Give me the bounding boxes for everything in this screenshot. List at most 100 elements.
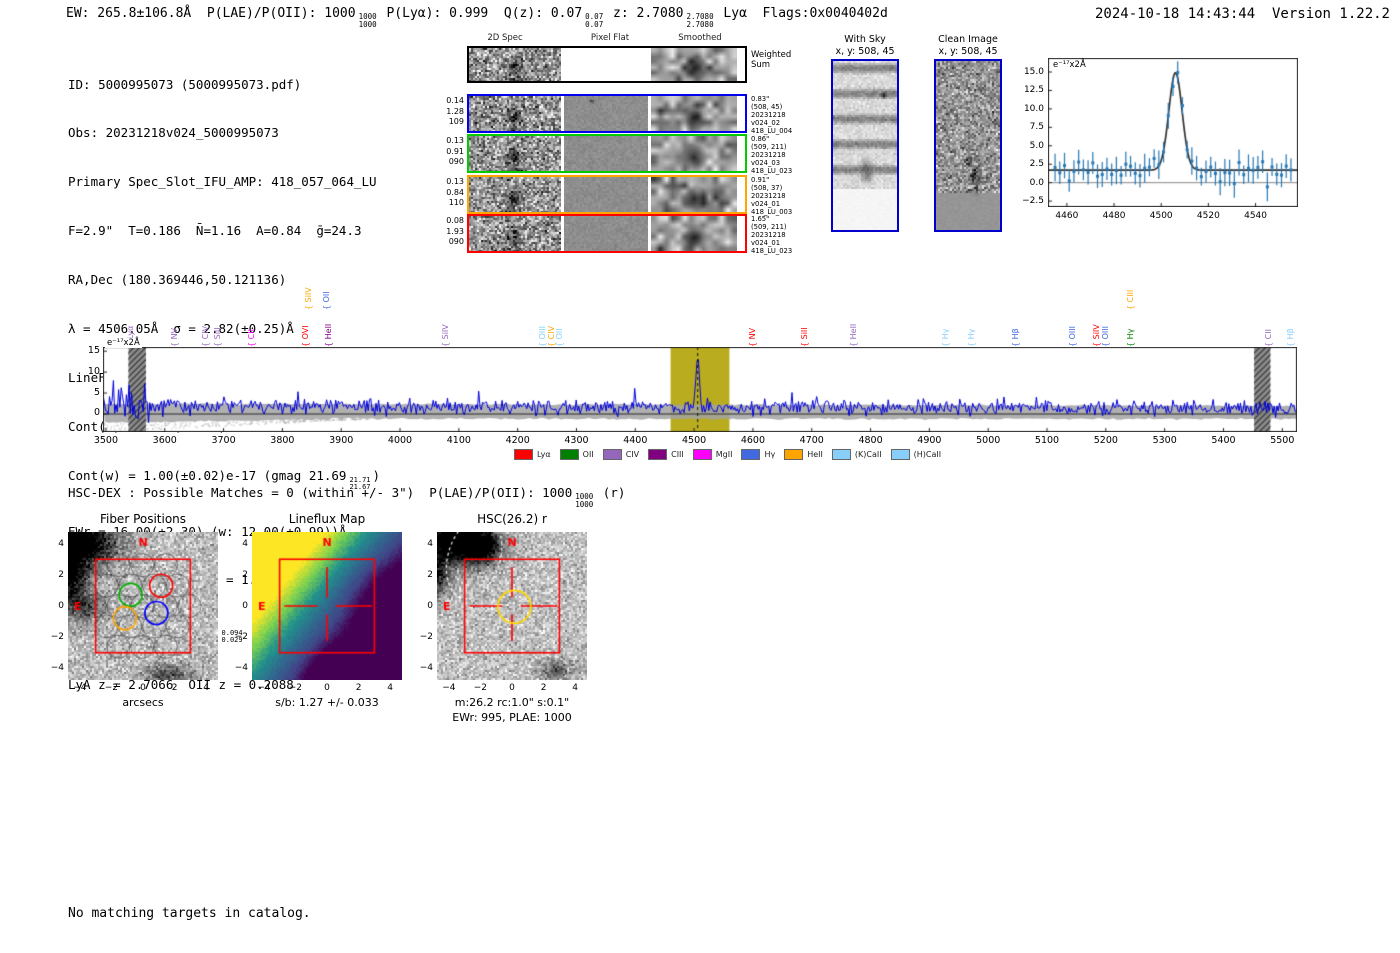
x-tick-label: 3700 [211,435,236,446]
legend-item: Hγ [741,449,775,460]
spectral-line-label: { HeII [324,323,334,347]
report-summary-header: EW: 265.8±106.8Å P(LAE)/P(OII): 1000 1000… [66,6,888,28]
continuum-w: Cont(w) = 1.00(±0.02)e-17 (gmag 21.69 21.… [68,467,381,491]
y-tick-label: −4 [419,663,433,674]
legend-label: Lyα [536,450,551,459]
cutout-pixelflat-canvas [564,177,648,212]
clean-image-title: Clean Image [938,34,998,45]
spec-line-labels: { Lyα{ NV{ CIV{ SiII{ CII{ OVI{ SiIV{ OI… [103,265,1297,347]
y-tick-label: 0 [427,601,433,611]
x-tick-label: 4500 [682,435,707,446]
spectral-line-label: { SiIV [1092,324,1102,347]
cutout-pixelflat-canvas [564,48,648,81]
spectral-line-label: { HeII [849,323,859,347]
seeing-stats: F=2.9" T=0.186 N̄=1.16 A=0.84 ḡ=24.3 [68,223,362,239]
x-tick-label: 4 [387,683,394,693]
spectral-line-label: { OIII [537,325,547,347]
y-tick-label: 15 [87,344,100,356]
lineflux-map-xlabel: s/b: 1.27 +/- 0.033 [275,696,379,709]
plya-qz-values: P(Lyα): 0.999 Q(z): 0.07 [378,6,583,21]
cutout-smoothed-canvas [651,136,737,171]
x-tick-label: 5400 [1211,435,1236,446]
y-tick-label: 5.0 [1029,140,1044,151]
with-sky-panel: With Sky x, y: 508, 45 [820,34,910,232]
legend-label: (H)CaII [913,450,942,459]
y-tick-label: 2 [242,569,248,580]
y-tick-label: −2 [234,632,248,643]
y-tick-label: −2 [419,632,433,643]
y-tick-label: 12.5 [1023,85,1044,96]
spectral-line-label: { SiII [212,327,222,347]
with-sky-coords: x, y: 508, 45 [835,45,895,57]
legend-swatch [513,449,533,460]
y-tick-label: 0 [58,601,64,611]
x-tick-label: −2 [104,683,119,693]
cutout-pixelflat-canvas [564,216,648,251]
x-tick-label: 5300 [1152,435,1177,446]
hsc-plae-stack: 1000 1000 [575,492,594,509]
y-tick-label: 4 [427,538,433,549]
spectral-line-label: { SiIV [303,287,313,310]
clean-image-coords: x, y: 508, 45 [938,45,998,57]
y-tick-label: −2.5 [1022,196,1044,207]
gmag-uncertainty-stack: 21.71 21.67 [349,475,371,491]
x-tick-label: −2 [473,683,488,693]
fiber-1-weights: 0.14 1.28 109 [446,96,464,126]
x-tick-label: 4480 [1102,211,1126,221]
spectral-line-label: { CIII [1126,289,1136,310]
legend-label: MgII [715,450,733,459]
hsc-image-xlabel: m:26.2 rc:1.0" s:0.1" EWr: 995, PLAE: 10… [452,696,572,724]
spectral-line-label: { Hγ [966,328,976,347]
x-tick-label: 4 [572,683,579,693]
fiber-2-meta: 0.86" (509, 211) 20231218 v024_03 418_LU_023 [751,135,793,176]
x-tick-label: 0 [509,683,515,693]
col-header-smoothed: Smoothed [678,33,722,43]
x-tick-label: 4400 [623,435,648,446]
x-tick-label: 4700 [799,435,824,446]
x-tick-label: 4 [203,683,210,693]
spectral-line-legend: Lyα OII CIV CIII MgII Hγ HeII (K)CaII (H)CaII [103,449,1297,460]
cutout-row-fiber-1 [467,94,747,133]
y-tick-label: 0 [93,407,100,419]
cutout-row-weighted-sum [467,46,747,83]
cutout-grid: 2D Spec Pixel Flat Smoothed Weighted Sum… [443,33,813,257]
spectral-line-label: { NV [747,327,757,347]
x-tick-label: 3900 [329,435,354,446]
qz-uncertainty-stack: 0.07 0.07 [585,12,604,29]
cutout-smoothed-canvas [651,48,737,81]
x-tick-label: 4100 [446,435,471,446]
legend-swatch [784,449,804,460]
footer-notes: No matching targets in catalog. Row inte… [68,875,311,953]
catalog-match-row: HSC-DEX : Possible Matches = 0 (within +… [68,485,626,509]
flux-units-annotation: e⁻¹⁷x2Å [1051,60,1088,70]
spectral-line-label: { Hβ [1011,328,1021,347]
legend-swatch [602,449,622,460]
cutout-smoothed-canvas [651,216,737,251]
with-sky-frame [831,59,899,232]
y-tick-label: −2 [50,632,64,643]
x-tick-label: 5200 [1093,435,1118,446]
legend-label: CIV [625,450,640,459]
x-tick-label: 4200 [505,435,530,446]
x-tick-label: 4460 [1055,211,1079,221]
redshift-value: z: 2.7080 [605,6,684,21]
detection-id: ID: 5000995073 (5000995073.pdf) [68,76,302,92]
legend-item: (K)CaII [831,449,882,460]
primary-slot: Primary Spec_Slot_IFU_AMP: 418_057_064_L… [68,174,377,190]
cutout-smoothed-canvas [651,96,737,131]
legend-item: CIV [602,449,640,460]
line-id-flags: Lyα Flags:0x0040402d [715,6,888,21]
legend-item: Lyα [513,449,551,460]
clean-image-frame [934,59,1002,232]
spectral-line-label: { SiII [799,327,809,347]
cutout-row-fiber-4 [467,214,747,253]
legend-item: HeII [784,449,823,460]
y-tick-label: −4 [234,663,248,674]
x-tick-label: 3600 [152,435,177,446]
cutout-pixelflat-canvas [564,136,648,171]
cutout-2dspec-canvas [469,96,561,131]
fiber-3-meta: 0.91" (508, 37) 20231218 v024_01 418_LU_003 [751,176,793,217]
spectral-line-label: { Hγ [940,328,950,347]
cutout-2dspec-canvas [469,136,561,171]
